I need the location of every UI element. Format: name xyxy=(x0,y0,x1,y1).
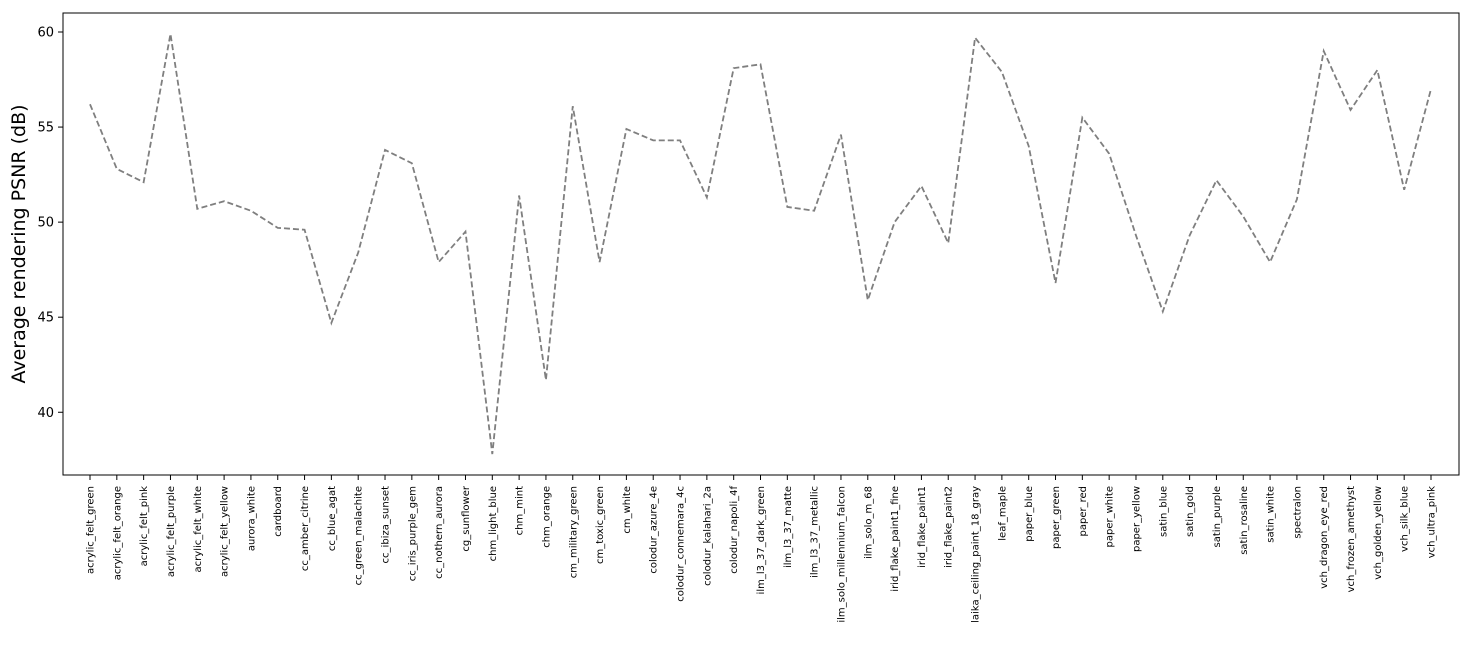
x-tick-label: colodur_kalahari_2a xyxy=(702,486,713,586)
x-tick-label: colodur_napoli_4f xyxy=(729,486,740,574)
y-tick-label: 40 xyxy=(37,406,54,421)
x-tick-label: ilm_l3_37_matte xyxy=(783,486,794,568)
x-tick-label: cm_military_green xyxy=(568,486,579,578)
x-tick-label: paper_red xyxy=(1078,486,1089,536)
x-tick-label: paper_yellow xyxy=(1131,486,1142,552)
x-tick-label: paper_blue xyxy=(1024,486,1035,542)
x-tick-label: paper_green xyxy=(1051,486,1062,549)
x-tick-label: satin_white xyxy=(1266,486,1277,543)
x-tick-label: paper_white xyxy=(1105,486,1116,547)
x-tick-label: spectralon xyxy=(1292,486,1303,539)
x-tick-label: satin_gold xyxy=(1185,486,1196,537)
x-tick-label: vch_golden_yellow xyxy=(1373,486,1384,580)
x-tick-label: irid_flake_paint1 xyxy=(917,486,928,568)
x-tick-label: chm_light_blue xyxy=(488,486,499,561)
x-tick-label: cc_nothern_aurora xyxy=(434,486,445,579)
x-tick-label: irid_flake_paint1_fine xyxy=(890,486,901,592)
x-tick-label: ilm_solo_millennium_falcon xyxy=(836,486,847,623)
y-tick-label: 60 xyxy=(37,26,54,41)
plot-frame xyxy=(62,12,1460,476)
y-tick-label: 50 xyxy=(37,216,54,231)
x-tick-label: ilm_solo_m_68 xyxy=(863,486,874,559)
x-tick-label: vch_ultra_pink xyxy=(1427,486,1438,558)
x-tick-label: cc_blue_agat xyxy=(327,486,338,551)
x-tick-label: cardboard xyxy=(273,486,284,537)
x-tick-label: cc_ibiza_sunset xyxy=(381,486,392,564)
x-tick-label: satin_blue xyxy=(1158,486,1169,537)
x-tick-label: irid_flake_paint2 xyxy=(944,486,955,568)
x-tick-label: ilm_l3_37_dark_green xyxy=(756,486,767,594)
y-tick-label: 45 xyxy=(37,311,54,326)
x-tick-label: aurora_white xyxy=(246,486,257,551)
plot-background xyxy=(63,13,1459,475)
x-tick-label: leaf_maple xyxy=(997,486,1008,541)
x-tick-label: colodur_azure_4e xyxy=(649,486,660,574)
x-tick-label: cc_iris_purple_gem xyxy=(407,486,418,581)
y-axis-ticks: 40 45 50 55 60 xyxy=(37,26,63,421)
x-tick-label: cm_toxic_green xyxy=(595,486,606,564)
x-tick-label: cg_sunflower xyxy=(461,485,472,551)
x-tick-label: acrylic_felt_green xyxy=(86,486,97,574)
series-line xyxy=(89,33,1432,455)
x-tick-label: chm_mint xyxy=(515,486,526,535)
x-tick-label: chm_orange xyxy=(541,486,552,548)
y-axis-label: Average rendering PSNR (dB) xyxy=(8,104,30,383)
x-tick-label: laika_ceiling_paint_18_gray xyxy=(971,486,982,623)
x-tick-label: vch_silk_blue xyxy=(1400,486,1411,552)
x-tick-label: satin_purple xyxy=(1212,486,1223,547)
x-tick-label: cc_amber_citrine xyxy=(300,486,311,571)
y-tick-label: 55 xyxy=(37,121,54,136)
x-tick-label: acrylic_felt_white xyxy=(193,486,204,572)
x-tick-label: acrylic_felt_purple xyxy=(166,486,177,577)
x-axis-ticks: acrylic_felt_green acrylic_felt_orange acr… xyxy=(86,475,1438,623)
x-tick-label: satin_rosaline xyxy=(1239,486,1250,555)
x-tick-label: colodur_connemara_4c xyxy=(676,486,687,602)
x-tick-label: cc_green_malachite xyxy=(354,486,365,585)
x-tick-label: acrylic_felt_orange xyxy=(112,486,123,580)
x-tick-label: acrylic_felt_pink xyxy=(139,486,150,567)
x-tick-label: vch_frozen_amethyst xyxy=(1346,486,1357,592)
x-tick-label: vch_dragon_eye_red xyxy=(1319,486,1330,589)
x-tick-label: acrylic_felt_yellow xyxy=(220,486,231,577)
x-tick-label: cm_white xyxy=(622,486,633,534)
x-tick-label: ilm_l3_37_metallic xyxy=(810,486,821,578)
